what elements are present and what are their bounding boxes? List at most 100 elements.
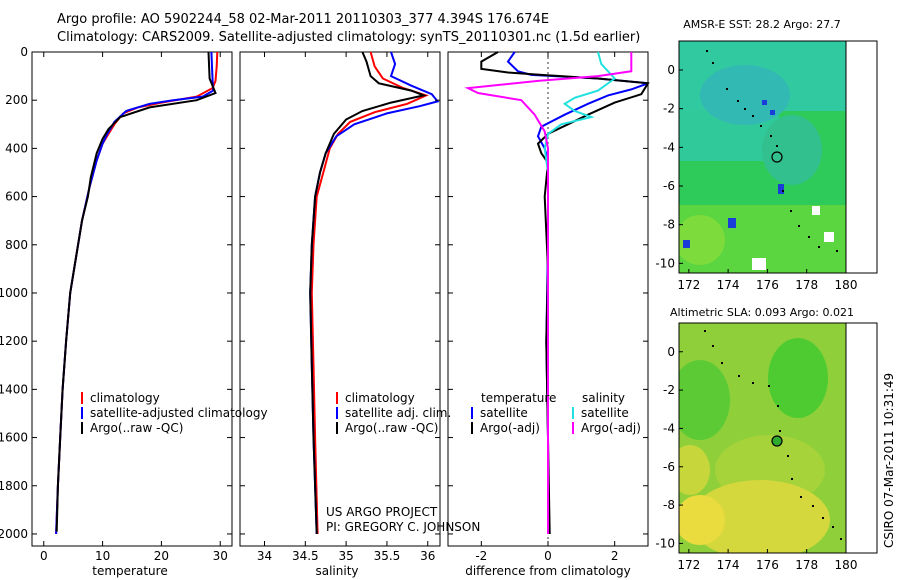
sla-island-dot: [738, 375, 740, 377]
depth-tick-label: 400: [5, 141, 28, 155]
sst-missing-cell: [752, 258, 766, 270]
x-tick-labels: 0 10 20 30 34 34.5 35 35.5 36 -2 0 2: [40, 549, 619, 563]
x-tick-label: 35.5: [374, 549, 401, 563]
sst-cloud-cell: [728, 218, 736, 228]
sla-island-dot: [787, 455, 789, 457]
sla-argo-marker: [771, 435, 783, 447]
depth-tick-label: 1200: [0, 334, 28, 348]
sla-island-dot: [721, 362, 723, 364]
sla-map-title: Altimetric SLA: 0.093 Argo: 0.021: [670, 306, 854, 319]
series-line-salinity-profile-2: [309, 51, 428, 535]
sst-cloud-cell: [778, 184, 784, 194]
legend-label: satellite adj. clim.: [345, 406, 451, 420]
legend-label: Argo(-adj): [480, 421, 540, 435]
sst-island-dot: [712, 62, 714, 64]
sla-island-dot: [712, 345, 714, 347]
sst-island-dot: [726, 88, 728, 90]
sst-missing-cell: [812, 206, 820, 215]
x-tick-label: 0: [544, 549, 552, 563]
map-x-tick-label: 174: [717, 558, 740, 572]
x-tick-label: 2: [611, 549, 619, 563]
map-x-tick-label: 176: [756, 278, 779, 292]
sst-region: [679, 215, 725, 265]
depth-tick-label: 1000: [0, 286, 28, 300]
legend-label: climatology: [345, 391, 415, 405]
map-y-tick-label: -10: [655, 256, 675, 270]
depth-tick-label: 1800: [0, 479, 28, 493]
figure-title-line-2: Climatology: CARS2009. Satellite-adjuste…: [57, 30, 641, 45]
pi-annotation: PI: GREGORY C. JOHNSON: [326, 520, 481, 534]
legend-header-temperature: temperature: [481, 391, 556, 405]
depth-tick-label: 0: [20, 45, 28, 59]
legend-label: satellite-adjusted climatology: [90, 406, 268, 420]
map-x-tick-label: 174: [717, 278, 740, 292]
sla-map-field: [679, 338, 830, 553]
map-x-tick-label: 178: [795, 278, 818, 292]
x-tick-label: 10: [95, 549, 110, 563]
sla-region: [679, 445, 710, 495]
sst-island-dot: [760, 125, 762, 127]
sla-region: [768, 338, 828, 418]
x-tick-label: 36: [420, 549, 435, 563]
sst-island-dot: [706, 50, 708, 52]
depth-tick-label: 1600: [0, 431, 28, 445]
map-x-tick-label: 180: [835, 278, 858, 292]
temperature-legend: climatology satellite-adjusted climatolo…: [81, 391, 268, 435]
map-y-tick-label: 0: [667, 63, 675, 77]
legend-label: Argo(..raw -QC): [345, 421, 438, 435]
depth-tick-label: 800: [5, 238, 28, 252]
sst-region: [700, 65, 790, 125]
temperature-panel-frame: [31, 51, 233, 547]
project-annotation: US ARGO PROJECT: [326, 505, 438, 519]
map-x-tick-label: 178: [795, 558, 818, 572]
legend-label: Argo(..raw -QC): [90, 421, 183, 435]
sla-island-dot: [777, 405, 779, 407]
series-line-salinity-profile-0: [310, 51, 429, 535]
legend-header-salinity: salinity: [582, 391, 625, 405]
sst-island-dot: [836, 250, 838, 252]
map-y-tick-label: -2: [663, 102, 675, 116]
sla-region: [679, 495, 725, 545]
sst-island-dot: [752, 115, 754, 117]
depth-tick-label: 2000: [0, 527, 28, 541]
sla-island-dot: [800, 496, 802, 498]
depth-tick-label: 1400: [0, 382, 28, 396]
difference-legend: temperature salinity satellite Argo(-adj…: [471, 391, 641, 435]
sst-map-title: AMSR-E SST: 28.2 Argo: 27.7: [683, 18, 841, 31]
map-y-tick-label: -8: [663, 218, 675, 232]
figure-title-line-1: Argo profile: AO 5902244_58 02-Mar-2011 …: [57, 12, 550, 27]
depth-tick-label: 600: [5, 190, 28, 204]
map-y-tick-label: -4: [663, 140, 675, 154]
sst-cloud-cell: [683, 240, 690, 248]
x-tick-label: 34: [257, 549, 272, 563]
x-tick-label: 35: [338, 549, 353, 563]
temperature-axis-label: temperature: [92, 564, 167, 578]
sst-island-dot: [808, 236, 810, 238]
sla-island-dot: [832, 526, 834, 528]
sst-map-field: [679, 41, 846, 273]
sst-island-dot: [776, 145, 778, 147]
legend-label: climatology: [90, 391, 160, 405]
sla-island-dot: [791, 478, 793, 480]
sla-region: [679, 360, 730, 440]
depth-tick-labels: 0 200 400 600 800 1000 1200 1400 1600 1800 2000: [0, 45, 28, 541]
legend-label: satellite: [581, 406, 629, 420]
map-y-tick-label: -6: [663, 460, 675, 474]
sst-map-margin: [845, 40, 878, 274]
creation-stamp: CSIRO 07-Mar-2011 10:31:49: [882, 372, 896, 548]
x-tick-label: 30: [213, 549, 228, 563]
map-y-tick-label: 0: [667, 345, 675, 359]
sst-region: [762, 115, 822, 185]
map-x-tick-label: 176: [756, 558, 779, 572]
sla-island-dot: [812, 505, 814, 507]
difference-axis-label: difference from climatology: [465, 564, 631, 578]
salinity-legend: climatology satellite adj. clim. Argo(..…: [336, 391, 451, 435]
sst-island-dot: [818, 246, 820, 248]
axis-ticks: [32, 51, 648, 546]
sst-cloud-cell: [762, 100, 767, 105]
sst-island-dot: [770, 135, 772, 137]
series-line-difference-profile-3: [464, 52, 633, 534]
sla-map-margin: [845, 322, 878, 554]
